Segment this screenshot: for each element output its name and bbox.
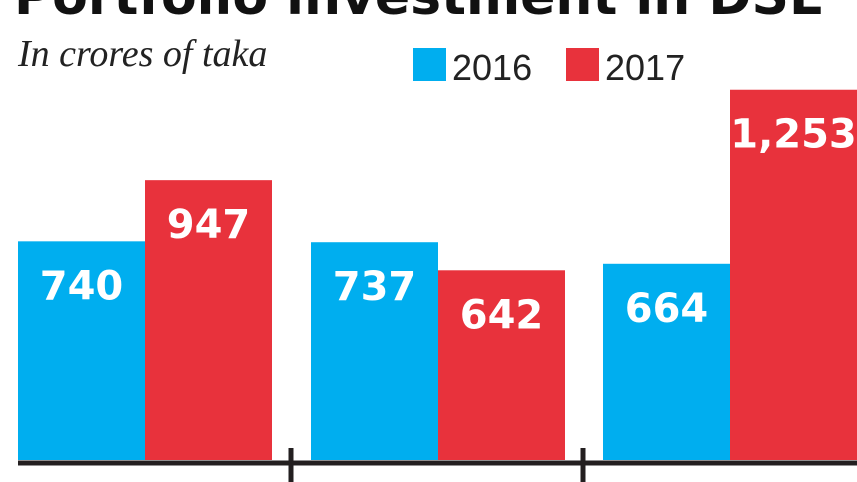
- legend-swatch-2016: [413, 48, 446, 81]
- value-label-2017-3: 1,253: [730, 112, 857, 158]
- legend-label-2017: 2017: [605, 47, 685, 88]
- value-label-2016-3: 664: [625, 286, 709, 332]
- bar-2016-1: [18, 241, 145, 460]
- chart-subtitle: In crores of taka: [17, 33, 267, 75]
- value-label-2016-2: 737: [333, 264, 417, 310]
- chart-title: Portfolio investment in DSE: [14, 0, 825, 27]
- legend-label-2016: 2016: [452, 47, 532, 88]
- bars-layer: [18, 89, 857, 461]
- x-axis: [18, 448, 857, 482]
- value-label-2017-1: 947: [167, 202, 251, 248]
- bar-2017-1: [145, 180, 272, 460]
- bar-2016-3: [603, 263, 730, 460]
- value-labels-layer: 740 737 664 947 642 1,253: [40, 112, 857, 339]
- bar-2017-3: [730, 89, 857, 461]
- bar-2017-2: [438, 270, 565, 460]
- bar-2016-2: [311, 242, 438, 460]
- legend: 2016 2017: [413, 47, 685, 88]
- value-label-2016-1: 740: [40, 263, 124, 309]
- value-label-2017-2: 642: [460, 292, 544, 338]
- legend-swatch-2017: [566, 48, 599, 81]
